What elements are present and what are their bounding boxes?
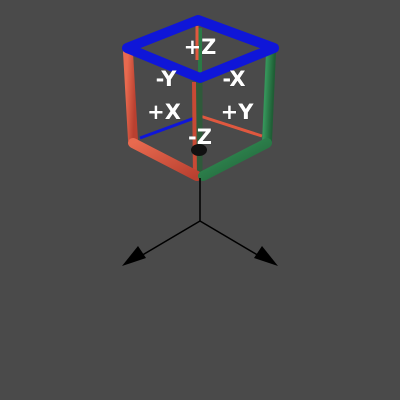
- label-pos-y[interactable]: +Y: [220, 100, 255, 125]
- label-pos-x[interactable]: +X: [147, 100, 182, 125]
- label-pos-z[interactable]: +Z: [183, 35, 217, 60]
- cube-edge-right-vertical: [262, 47, 276, 147]
- cube-edge-left-vertical: [123, 47, 138, 145]
- gizmo-arm-left: [133, 220, 201, 261]
- label-neg-x[interactable]: -X: [222, 67, 246, 92]
- cube-edge-center-vertical-red: [192, 81, 197, 179]
- cube-inner-edge-blue: [139, 114, 201, 140]
- cube-bottom-knob: [191, 144, 207, 156]
- label-neg-z[interactable]: -Z: [188, 125, 213, 150]
- label-neg-y[interactable]: -Y: [155, 67, 178, 92]
- view-cube[interactable]: +Z -Y -X +X +Y -Z: [122, 15, 279, 181]
- cube-top-rim: [122, 15, 279, 83]
- axis-gizmo[interactable]: [122, 178, 278, 266]
- arrow-right-icon[interactable]: [254, 246, 278, 266]
- gizmo-arm-right: [199, 220, 267, 261]
- cube-edge-bottom-right: [198, 138, 272, 181]
- cube-inner-edge-red: [199, 114, 263, 138]
- arrow-left-icon[interactable]: [122, 246, 146, 266]
- cube-edge-bottom-left: [128, 138, 202, 181]
